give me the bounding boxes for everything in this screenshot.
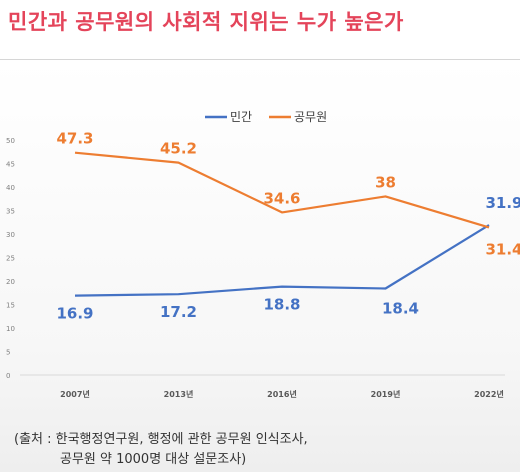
y-tick-label: 15 [6,302,15,310]
data-label: 47.3 [56,130,93,148]
data-labels: 16.9 17.2 18.8 18.4 31.9 47.3 45.2 34.6 38 31.4 [56,130,520,323]
source-line-1: (출처 : 한국행정연구원, 행정에 관한 공무원 인식조사, [14,432,308,447]
y-tick-label: 0 [6,372,10,380]
series-line [74,151,490,229]
data-label: 17.2 [160,303,197,321]
y-tick-label: 45 [6,161,15,169]
data-label: 16.9 [56,305,93,323]
y-tick-label: 25 [6,255,15,263]
source-note: (출처 : 한국행정연구원, 행정에 관한 공무원 인식조사, 공무원 약 10… [14,430,308,470]
legend-label: 민간 [230,110,252,124]
x-axis: 2007년 2013년 2016년 2019년 2022년 [20,374,505,399]
y-tick-label: 30 [6,231,15,239]
data-label: 38 [375,173,396,191]
y-tick-label: 35 [6,208,15,216]
y-axis: 0 5 10 15 20 25 30 35 40 45 50 [6,137,15,380]
x-tick-label: 2013년 [164,389,194,399]
series-line [74,224,490,297]
chart-title: 민간과 공무원의 사회적 지위는 누가 높은가 [8,10,404,34]
y-tick-label: 40 [6,184,15,192]
y-tick-label: 10 [6,325,15,333]
legend: 민간 공무원 [205,110,327,124]
y-tick-label: 20 [6,278,15,286]
y-tick-label: 5 [6,349,10,357]
data-label: 18.8 [263,296,300,314]
legend-label: 공무원 [294,110,327,124]
y-tick-label: 50 [6,137,15,145]
data-label: 18.4 [382,300,419,318]
x-tick-label: 2007년 [60,389,90,399]
line-chart: 0 5 10 15 20 25 30 35 40 45 50 2007년 2013년 2016년 2019… [6,110,520,399]
chart-area: 0 5 10 15 20 25 30 35 40 45 50 2007년 2013년 2016년 2019… [0,59,520,472]
series-lines [74,151,490,297]
x-tick-label: 2019년 [371,389,401,399]
x-tick-label: 2022년 [474,389,504,399]
data-label: 45.2 [160,140,197,158]
source-line-2: 공무원 약 1000명 대상 설문조사) [60,452,247,467]
x-tick-label: 2016년 [267,389,297,399]
data-label: 34.6 [263,189,300,207]
data-label: 31.4 [485,240,520,258]
data-label: 31.9 [485,194,520,212]
